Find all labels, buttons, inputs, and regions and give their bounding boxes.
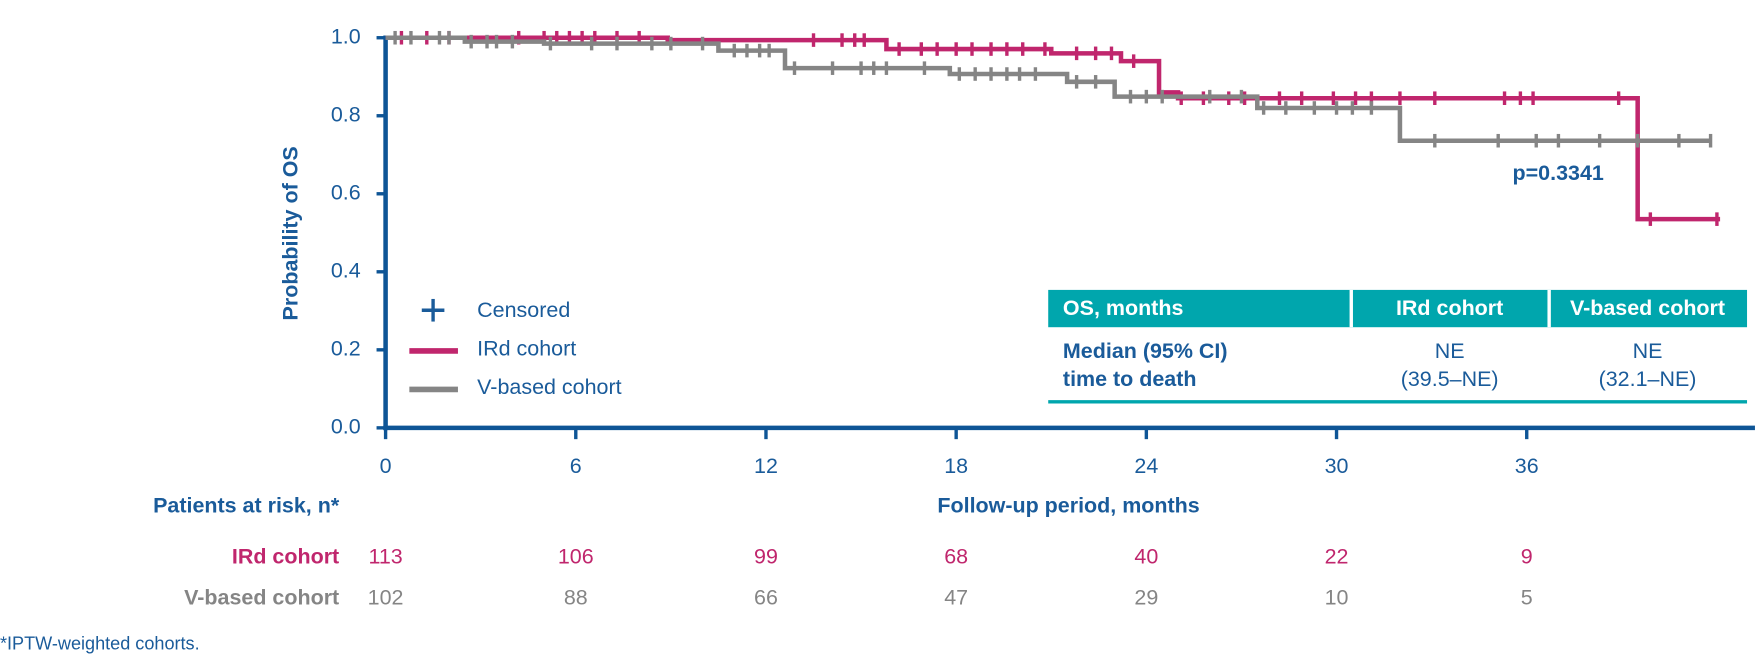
y-tick-label: 0.2	[331, 337, 361, 361]
table-cell: NE	[1435, 339, 1465, 363]
p-value: p=0.3341	[1513, 161, 1604, 185]
legend-label: Censored	[477, 298, 570, 322]
risk-count: 99	[754, 545, 778, 569]
table-header	[1048, 289, 1748, 328]
risk-row-label: V-based cohort	[184, 585, 339, 609]
risk-count: 113	[368, 545, 402, 569]
km-curve	[385, 35, 1711, 143]
table-header-cell: IRd cohort	[1396, 296, 1503, 320]
legend-label: IRd cohort	[477, 337, 576, 361]
risk-row-label: IRd cohort	[232, 545, 339, 569]
legend-label: V-based cohort	[477, 375, 621, 399]
x-tick-label: 36	[1515, 454, 1539, 478]
risk-count: 22	[1325, 545, 1349, 569]
y-tick-label: 0.4	[331, 258, 361, 282]
risk-title: Patients at risk, n*	[153, 494, 340, 518]
footnote: *IPTW-weighted cohorts.	[0, 634, 200, 654]
x-axis-label: Follow-up period, months	[937, 494, 1199, 518]
x-tick-label: 24	[1134, 454, 1158, 478]
x-tick-label: 12	[754, 454, 778, 478]
y-tick-label: 0.8	[331, 102, 361, 126]
table-header-cell: V-based cohort	[1570, 296, 1725, 320]
table-cell: (39.5–NE)	[1401, 367, 1499, 391]
table-cell: NE	[1633, 339, 1663, 363]
y-tick-label: 0.6	[331, 180, 361, 204]
x-tick-label: 18	[944, 454, 968, 478]
table-cell: (32.1–NE)	[1599, 367, 1697, 391]
y-tick-label: 1.0	[331, 24, 361, 48]
table-row-label: Median (95% CI)	[1063, 339, 1228, 363]
table-header-cell: OS, months	[1063, 296, 1184, 320]
risk-count: 10	[1325, 585, 1349, 609]
risk-count: 40	[1134, 545, 1158, 569]
risk-count: 106	[558, 545, 594, 569]
risk-count: 9	[1521, 545, 1533, 569]
risk-count: 29	[1134, 585, 1158, 609]
table-row-label: time to death	[1063, 367, 1197, 391]
y-tick-label: 0.0	[331, 415, 361, 439]
x-tick-label: 30	[1325, 454, 1349, 478]
risk-count: 66	[754, 585, 778, 609]
km-curve	[385, 35, 1721, 222]
risk-count: 88	[564, 585, 588, 609]
y-axis-label: Probability of OS	[278, 146, 302, 320]
risk-count: 68	[944, 545, 968, 569]
x-tick-label: 0	[380, 454, 392, 478]
risk-count: 102	[368, 585, 404, 609]
risk-count: 5	[1521, 585, 1533, 609]
risk-count: 47	[944, 585, 968, 609]
x-tick-label: 6	[570, 454, 582, 478]
